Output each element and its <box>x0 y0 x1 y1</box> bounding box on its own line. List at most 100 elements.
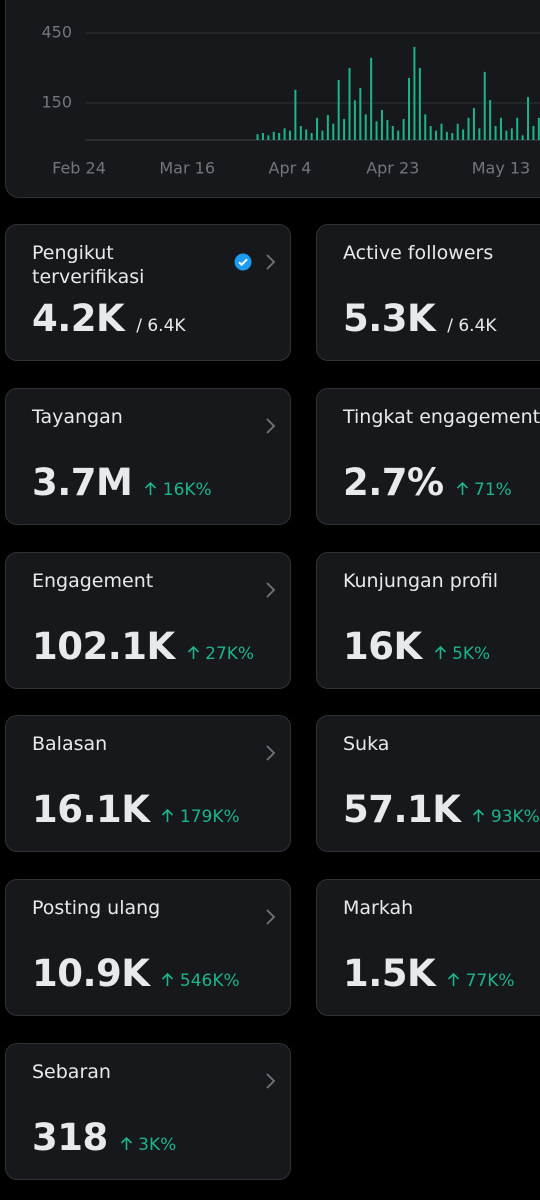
card-title: Kunjungan profil <box>343 569 499 592</box>
bar <box>510 128 513 140</box>
card-title: Markah <box>343 897 414 920</box>
x-tick-label: Feb 24 <box>52 159 106 178</box>
change-text: 77K% <box>465 971 515 992</box>
chevron <box>266 254 276 270</box>
card-value: 102.1K <box>32 624 175 668</box>
bar <box>359 87 362 140</box>
bar <box>521 135 524 140</box>
change-text: 546K% <box>179 971 240 992</box>
bar <box>408 77 411 140</box>
bar <box>288 130 291 140</box>
y-tick-label: 450 <box>41 23 72 42</box>
card-value-row: 16K 5K% <box>343 625 490 668</box>
card-title: Engagement <box>32 569 154 592</box>
card-change: 77K% <box>447 971 515 992</box>
card-change: 5K% <box>434 644 490 664</box>
chevron <box>266 418 276 434</box>
bar <box>429 126 432 140</box>
bar <box>386 119 389 140</box>
x-tick-label: May 13 <box>472 159 531 178</box>
change-text: 93K% <box>490 807 540 828</box>
bar <box>316 117 319 140</box>
up-arrow <box>434 645 446 659</box>
stat-card[interactable]: Suka 57.1K 93K% <box>316 715 540 853</box>
chevron <box>266 909 276 925</box>
up-arrow <box>473 809 485 823</box>
card-value-row: 4.2K / 6.4K <box>32 297 186 340</box>
bar <box>456 123 459 140</box>
card-value: 4.2K <box>32 297 125 340</box>
card-total: / 6.4K <box>447 316 497 336</box>
bar <box>472 108 475 140</box>
card-value: 1.5K <box>343 952 436 996</box>
verified-badge <box>234 253 252 271</box>
card-title: Active followers <box>343 242 494 264</box>
chevron <box>266 1073 276 1089</box>
card-change: 179K% <box>161 807 240 827</box>
bar <box>283 128 286 140</box>
bar <box>326 115 329 140</box>
card-change: 71% <box>456 480 512 500</box>
bar <box>380 109 383 140</box>
stat-card[interactable]: Tayangan 3.7M 16K% <box>5 387 291 525</box>
bar <box>391 126 394 140</box>
card-change: 546K% <box>161 971 240 992</box>
card-value-row: 16.1K 179K% <box>32 788 240 831</box>
card-change: 3K% <box>120 1135 177 1155</box>
bar <box>402 119 405 140</box>
bar <box>364 114 367 140</box>
stat-card[interactable]: Markah 1.5K 77K% <box>316 879 540 1017</box>
card-value: 16K <box>343 624 422 668</box>
stat-card[interactable]: Tingkat engagement 2.7% 71% <box>316 387 540 525</box>
bar <box>272 131 275 140</box>
chevron <box>266 581 276 598</box>
stat-card[interactable]: Active followers 5.3K / 6.4K <box>316 224 540 361</box>
card-title: Pengikut terverifikasi <box>32 242 145 288</box>
stat-card[interactable]: Balasan 16.1K 179K% <box>5 715 291 853</box>
bar <box>462 129 465 140</box>
card-title: Suka <box>343 733 390 756</box>
stat-card[interactable]: Posting ulang 10.9K 546K% <box>5 879 291 1017</box>
bar <box>483 71 486 140</box>
bar <box>424 114 427 140</box>
bar <box>435 130 438 140</box>
bar <box>353 100 356 140</box>
bar <box>478 128 481 140</box>
card-value-row: 2.7% 71% <box>343 461 512 504</box>
up-arrow <box>120 1136 132 1150</box>
x-tick-label: Mar 16 <box>159 159 215 178</box>
bar <box>413 46 416 140</box>
bar <box>343 119 346 140</box>
bar <box>537 117 540 140</box>
stat-card[interactable]: Kunjungan profil 16K 5K% <box>316 551 540 689</box>
chevron <box>266 745 276 762</box>
bar <box>305 129 308 140</box>
card-value-row: 57.1K 93K% <box>343 788 540 831</box>
up-arrow <box>162 973 174 987</box>
card-value: 10.9K <box>32 952 150 996</box>
card-change: 16K% <box>144 480 212 500</box>
card-value-row: 10.9K 546K% <box>32 952 240 995</box>
stat-card[interactable]: Engagement 102.1K 27K% <box>5 551 291 689</box>
bar <box>451 133 454 140</box>
card-title: Tayangan <box>32 405 123 428</box>
card-title: Sebaran <box>32 1061 111 1083</box>
bar <box>505 130 508 140</box>
change-text: 27K% <box>205 643 255 664</box>
bar <box>516 117 519 140</box>
card-value-row: 318 3K% <box>32 1116 176 1159</box>
card-value: 318 <box>32 1116 108 1159</box>
bar <box>337 80 340 140</box>
up-arrow <box>448 973 460 987</box>
bar <box>494 126 497 140</box>
x-tick-label: Apr 23 <box>366 159 419 178</box>
stat-card[interactable]: Pengikut terverifikasi 4.2K / 6.4K <box>5 224 291 361</box>
bar <box>310 133 313 140</box>
stat-card[interactable]: Sebaran 318 3K% <box>5 1043 291 1180</box>
bar <box>256 134 259 140</box>
card-value: 57.1K <box>343 788 461 832</box>
change-text: 3K% <box>138 1135 177 1155</box>
card-change: 93K% <box>472 807 540 828</box>
bar <box>299 126 302 140</box>
card-value-row: 5.3K / 6.4K <box>343 297 497 340</box>
